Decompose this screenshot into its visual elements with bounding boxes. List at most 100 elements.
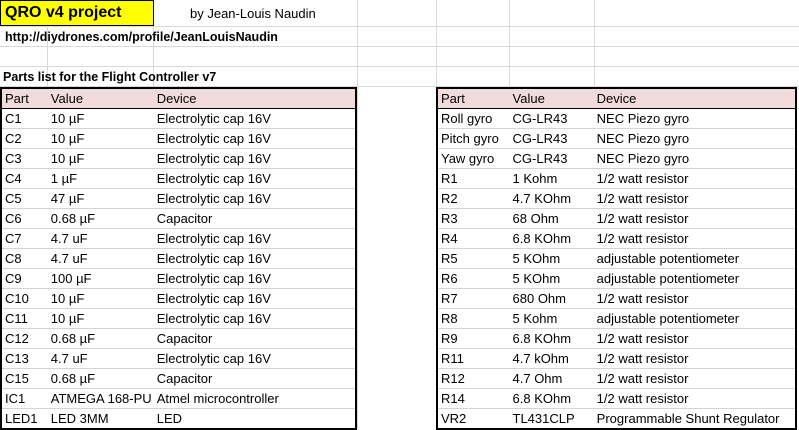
cell-device[interactable]: Capacitor xyxy=(153,328,356,349)
cell-device[interactable]: Electrolytic cap 16V xyxy=(153,348,356,369)
cell-device[interactable]: Electrolytic cap 16V xyxy=(153,228,356,249)
cell-device[interactable]: Electrolytic cap 16V xyxy=(153,148,356,169)
cell-device[interactable]: 1/2 watt resistor xyxy=(593,288,796,309)
cell-part[interactable]: C10 xyxy=(1,288,48,309)
cell-part[interactable]: C6 xyxy=(1,208,48,229)
cell-device[interactable]: Electrolytic cap 16V xyxy=(153,188,356,209)
cell-device[interactable]: Programmable Shunt Regulator xyxy=(593,408,796,429)
cell-value[interactable]: 5 KOhm xyxy=(509,268,594,289)
cell-value[interactable]: CG-LR43 xyxy=(512,111,568,126)
cell-part[interactable]: C1 xyxy=(5,111,22,126)
column-header-device[interactable]: Device xyxy=(153,87,356,109)
column-header-part[interactable]: Part xyxy=(1,87,48,109)
cell-part[interactable]: R12 xyxy=(437,368,510,389)
cell-device[interactable]: Electrolytic cap 16V xyxy=(153,268,356,289)
cell-value[interactable]: CG-LR43 xyxy=(509,128,594,149)
cell-part[interactable]: Roll gyro xyxy=(441,111,493,126)
cell-part[interactable]: R7 xyxy=(437,288,510,309)
project-title-cell[interactable]: QRO v4 project xyxy=(0,0,154,26)
cell-value[interactable]: 47 µF xyxy=(47,188,154,209)
cell-part[interactable]: Yaw gyro xyxy=(437,148,510,169)
cell-value[interactable]: 10 µF xyxy=(47,128,154,149)
column-header-value[interactable]: Value xyxy=(47,87,154,109)
cell-device[interactable]: Capacitor xyxy=(153,208,356,229)
cell-device[interactable]: LED xyxy=(153,408,356,429)
cell-part[interactable]: C11 xyxy=(1,308,48,329)
column-header-device[interactable]: Device xyxy=(593,87,796,109)
cell-value[interactable]: 100 µF xyxy=(47,268,154,289)
cell-device[interactable]: Electrolytic cap 16V xyxy=(153,128,356,149)
cell-part[interactable]: Pitch gyro xyxy=(437,128,510,149)
cell-device[interactable]: 1/2 watt resistor xyxy=(593,368,796,389)
cell-part[interactable]: R2 xyxy=(437,188,510,209)
cell-device[interactable]: Capacitor xyxy=(153,368,356,389)
cell-device[interactable]: NEC Piezo gyro xyxy=(593,148,796,169)
cell-part[interactable]: C13 xyxy=(1,348,48,369)
column-header-part[interactable]: Part xyxy=(437,87,510,109)
cell-value[interactable]: 4.7 KOhm xyxy=(509,188,594,209)
cell-device[interactable]: Electrolytic cap 16V xyxy=(153,248,356,269)
cell-value[interactable]: 4.7 kOhm xyxy=(509,348,594,369)
cell-value[interactable]: 0.68 µF xyxy=(47,368,154,389)
cell-device[interactable]: adjustable potentiometer xyxy=(593,308,796,329)
cell-part[interactable]: R4 xyxy=(437,228,510,249)
cell-device[interactable]: 1/2 watt resistor xyxy=(593,348,796,369)
cell-part[interactable]: IC1 xyxy=(1,388,48,409)
cell-part[interactable]: C2 xyxy=(1,128,48,149)
cell-value[interactable]: 10 µF xyxy=(50,111,85,126)
cell-part[interactable]: C8 xyxy=(1,248,48,269)
cell-value[interactable]: 0.68 µF xyxy=(47,208,154,229)
cell-part[interactable]: C5 xyxy=(1,188,48,209)
column-header-value[interactable]: Value xyxy=(509,87,594,109)
cell-value[interactable]: TL431CLP xyxy=(509,408,594,429)
cell-part[interactable]: R8 xyxy=(437,308,510,329)
cell-value[interactable]: 6.8 KOhm xyxy=(509,328,594,349)
cell-device[interactable]: 1/2 watt resistor xyxy=(593,168,796,189)
cell-value[interactable]: LED 3MM xyxy=(47,408,154,429)
cell-value[interactable]: 4.7 Ohm xyxy=(509,368,594,389)
cell-value[interactable]: 4.7 uF xyxy=(47,228,154,249)
author-cell[interactable]: by Jean-Louis Naudin xyxy=(190,6,316,21)
cell-part[interactable]: C12 xyxy=(1,328,48,349)
cell-part[interactable]: C15 xyxy=(1,368,48,389)
cell-device[interactable]: 1/2 watt resistor xyxy=(593,208,796,229)
cell-part[interactable]: R3 xyxy=(437,208,510,229)
cell-device[interactable]: 1/2 watt resistor xyxy=(593,328,796,349)
cell-value[interactable]: 6.8 KOhm xyxy=(509,388,594,409)
cell-value[interactable]: 10 µF xyxy=(47,308,154,329)
cell-device[interactable]: NEC Piezo gyro xyxy=(593,128,796,149)
cell-device[interactable]: adjustable potentiometer xyxy=(593,268,796,289)
cell-part[interactable]: R14 xyxy=(437,388,510,409)
url-cell[interactable]: http://diydrones.com/profile/JeanLouisNa… xyxy=(5,30,278,44)
cell-part[interactable]: C9 xyxy=(1,268,48,289)
cell-value[interactable]: 4.7 uF xyxy=(47,348,154,369)
cell-device[interactable]: Electrolytic cap 16V xyxy=(153,308,356,329)
cell-device[interactable]: Electrolytic cap 16V xyxy=(153,288,356,309)
cell-part[interactable]: R9 xyxy=(437,328,510,349)
cell-device[interactable]: 1/2 watt resistor xyxy=(593,228,796,249)
cell-device[interactable]: Electrolytic cap 16V xyxy=(153,168,356,189)
cell-value[interactable]: 5 KOhm xyxy=(509,248,594,269)
cell-device[interactable]: 1/2 watt resistor xyxy=(593,388,796,409)
cell-device[interactable]: Atmel microcontroller xyxy=(153,388,356,409)
cell-value[interactable]: 4.7 uF xyxy=(47,248,154,269)
cell-value[interactable]: 1 µF xyxy=(47,168,154,189)
cell-part[interactable]: C3 xyxy=(1,148,48,169)
cell-value[interactable]: 5 Kohm xyxy=(509,308,594,329)
cell-device[interactable]: Electrolytic cap 16V xyxy=(156,111,271,126)
cell-value[interactable]: 1 Kohm xyxy=(509,168,594,189)
cell-device[interactable]: NEC Piezo gyro xyxy=(596,111,690,126)
cell-value[interactable]: 6.8 KOhm xyxy=(509,228,594,249)
cell-value[interactable]: 10 µF xyxy=(47,288,154,309)
cell-value[interactable]: ATMEGA 168-PU xyxy=(47,388,154,409)
cell-value[interactable]: 0.68 µF xyxy=(47,328,154,349)
parts-list-title[interactable]: Parts list for the Flight Controller v7 xyxy=(3,70,217,84)
cell-value[interactable]: 68 Ohm xyxy=(509,208,594,229)
cell-part[interactable]: R5 xyxy=(437,248,510,269)
cell-part[interactable]: R1 xyxy=(437,168,510,189)
cell-device[interactable]: adjustable potentiometer xyxy=(593,248,796,269)
cell-part[interactable]: C7 xyxy=(1,228,48,249)
cell-value[interactable]: 680 Ohm xyxy=(509,288,594,309)
cell-part[interactable]: C4 xyxy=(1,168,48,189)
cell-part[interactable]: LED1 xyxy=(1,408,48,429)
